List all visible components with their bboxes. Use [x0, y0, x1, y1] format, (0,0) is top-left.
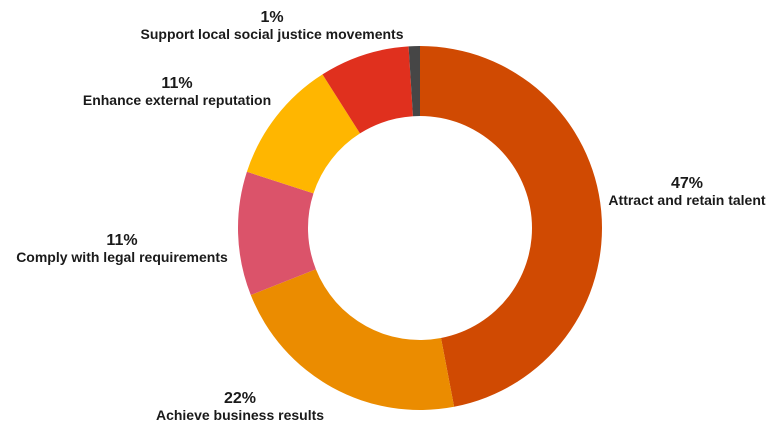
slice-label-external-reputation: Enhance external reputation — [83, 92, 271, 108]
donut-slice-4 — [322, 46, 413, 134]
slice-label-social-justice: Support local social justice movements — [141, 26, 404, 42]
donut-slices — [237, 46, 602, 410]
pct-label-business-results: 22% — [224, 390, 256, 407]
donut-slice-1 — [250, 269, 455, 410]
donut-slice-2 — [237, 171, 316, 295]
pct-label-attract-talent: 47% — [671, 175, 703, 192]
donut-slice-0 — [420, 46, 602, 407]
pct-label-external-reputation: 11% — [161, 75, 192, 92]
pct-label-social-justice: 1% — [260, 9, 283, 26]
slice-label-business-results: Achieve business results — [156, 407, 324, 423]
pct-label-comply-legal: 11% — [106, 232, 137, 249]
donut-slice-5 — [408, 46, 420, 117]
slice-label-attract-talent: Attract and retain talent — [608, 192, 765, 208]
slice-label-comply-legal: Comply with legal requirements — [16, 249, 228, 265]
donut-slice-3 — [246, 74, 360, 194]
